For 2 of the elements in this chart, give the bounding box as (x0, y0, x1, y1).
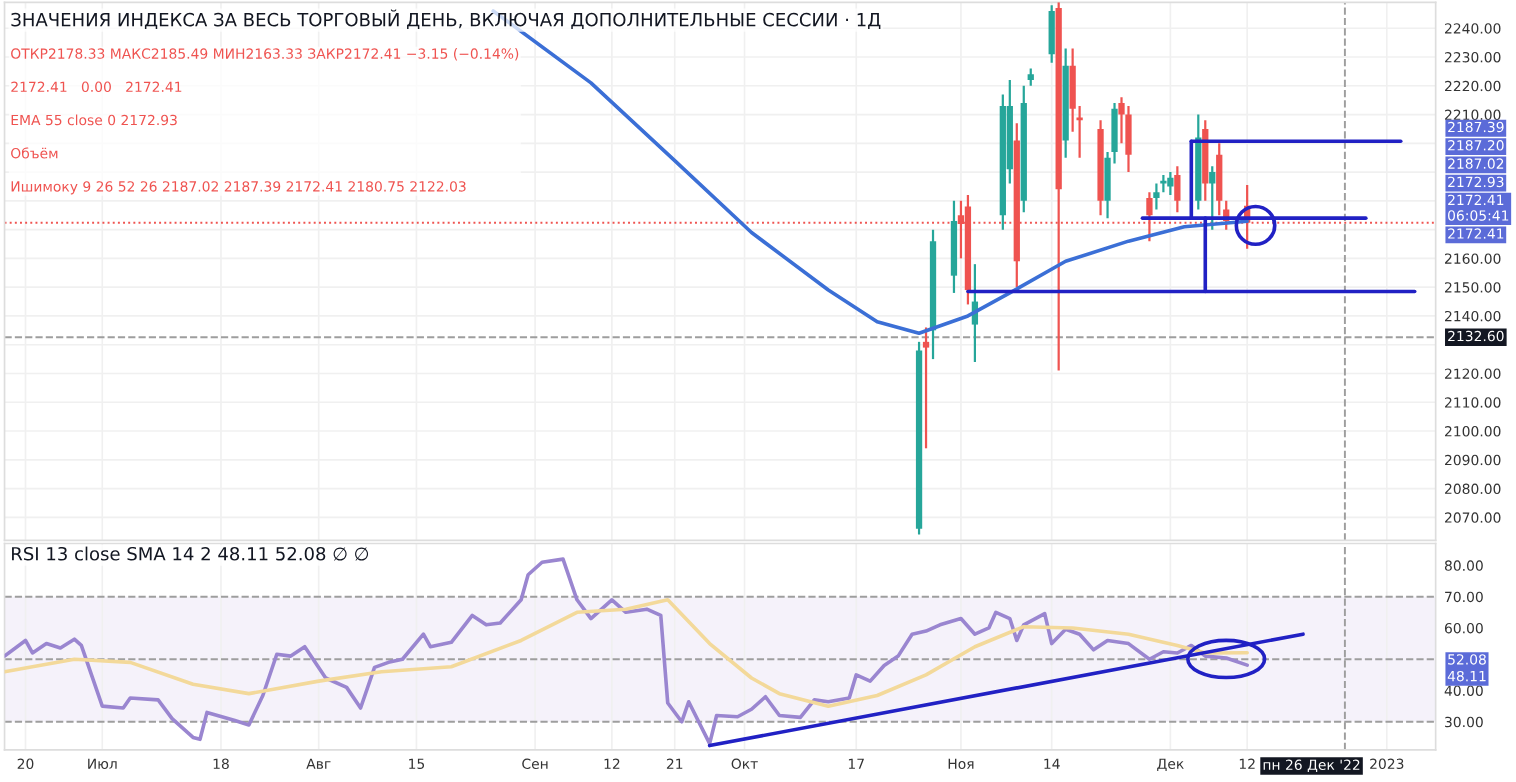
chart-title: RSI 13 close SMA 14 2 48.11 52.08 ∅ ∅ (12, 546, 369, 561)
chart-title: ЗНАЧЕНИЯ ИНДЕКСА ЗА ВЕСЬ ТОРГОВЫЙ ДЕНЬ, ВКЛЮЧАЯ ДОПОЛНИТЕЛЬНЫЕ СЕССИИ · 1Д (11, 9, 881, 30)
